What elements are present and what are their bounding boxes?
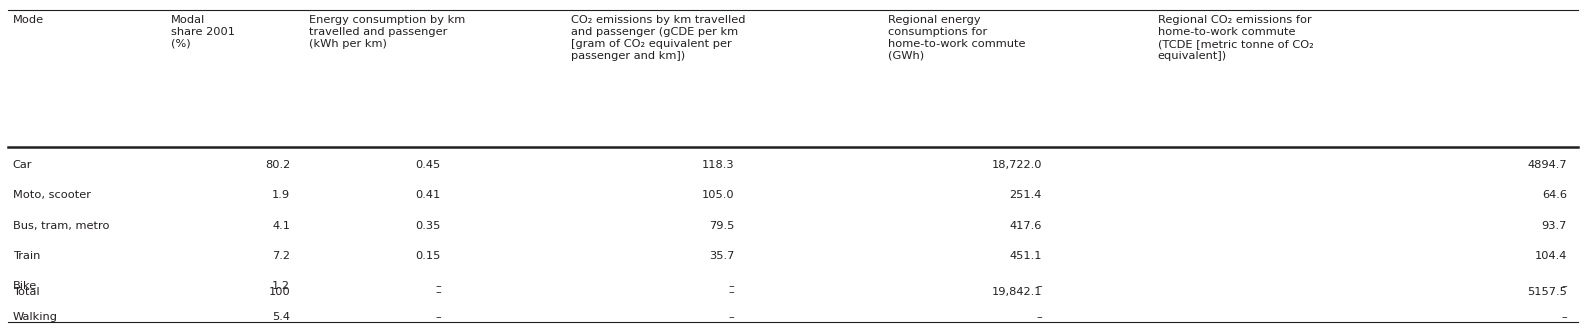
Text: 7.2: 7.2 [273,251,290,261]
Text: 64.6: 64.6 [1542,190,1567,200]
Text: Train: Train [13,251,40,261]
Text: Regional energy
consumptions for
home-to-work commute
(GWh): Regional energy consumptions for home-to… [888,15,1026,61]
Text: 4894.7: 4894.7 [1527,160,1567,170]
Text: 80.2: 80.2 [265,160,290,170]
Text: 18,722.0: 18,722.0 [991,160,1042,170]
Text: 251.4: 251.4 [1010,190,1042,200]
Text: 100: 100 [268,287,290,297]
Text: Bus, tram, metro: Bus, tram, metro [13,221,109,231]
Text: 19,842.1: 19,842.1 [991,287,1042,297]
Text: –: – [435,287,441,297]
Text: –: – [728,281,734,291]
Text: 0.35: 0.35 [416,221,441,231]
Text: Moto, scooter: Moto, scooter [13,190,90,200]
Text: Car: Car [13,160,32,170]
Text: 118.3: 118.3 [701,160,734,170]
Text: –: – [435,281,441,291]
Text: –: – [1036,312,1042,322]
Text: Regional CO₂ emissions for
home-to-work commute
(TCDE [metric tonne of CO₂
equiv: Regional CO₂ emissions for home-to-work … [1158,15,1313,61]
Text: 417.6: 417.6 [1010,221,1042,231]
Text: 4.1: 4.1 [273,221,290,231]
Text: 0.45: 0.45 [416,160,441,170]
Text: 0.15: 0.15 [416,251,441,261]
Text: 35.7: 35.7 [709,251,734,261]
Text: 104.4: 104.4 [1535,251,1567,261]
Text: 1.9: 1.9 [273,190,290,200]
Text: –: – [435,312,441,322]
Text: Walking: Walking [13,312,57,322]
Text: 79.5: 79.5 [709,221,734,231]
Text: 93.7: 93.7 [1542,221,1567,231]
Text: –: – [1561,312,1567,322]
Text: Energy consumption by km
travelled and passenger
(kWh per km): Energy consumption by km travelled and p… [309,15,466,49]
Text: CO₂ emissions by km travelled
and passenger (gCDE per km
[gram of CO₂ equivalent: CO₂ emissions by km travelled and passen… [571,15,745,61]
Text: 105.0: 105.0 [701,190,734,200]
Text: –: – [1561,281,1567,291]
Text: –: – [728,287,734,297]
Text: 0.41: 0.41 [416,190,441,200]
Text: Bike: Bike [13,281,36,291]
Text: Modal
share 2001
(%): Modal share 2001 (%) [171,15,235,49]
Text: –: – [1036,281,1042,291]
Text: 451.1: 451.1 [1010,251,1042,261]
Text: Mode: Mode [13,15,44,25]
Text: 5.4: 5.4 [273,312,290,322]
Text: –: – [728,312,734,322]
Text: 1.2: 1.2 [273,281,290,291]
Text: 5157.5: 5157.5 [1527,287,1567,297]
Text: Total: Total [13,287,40,297]
